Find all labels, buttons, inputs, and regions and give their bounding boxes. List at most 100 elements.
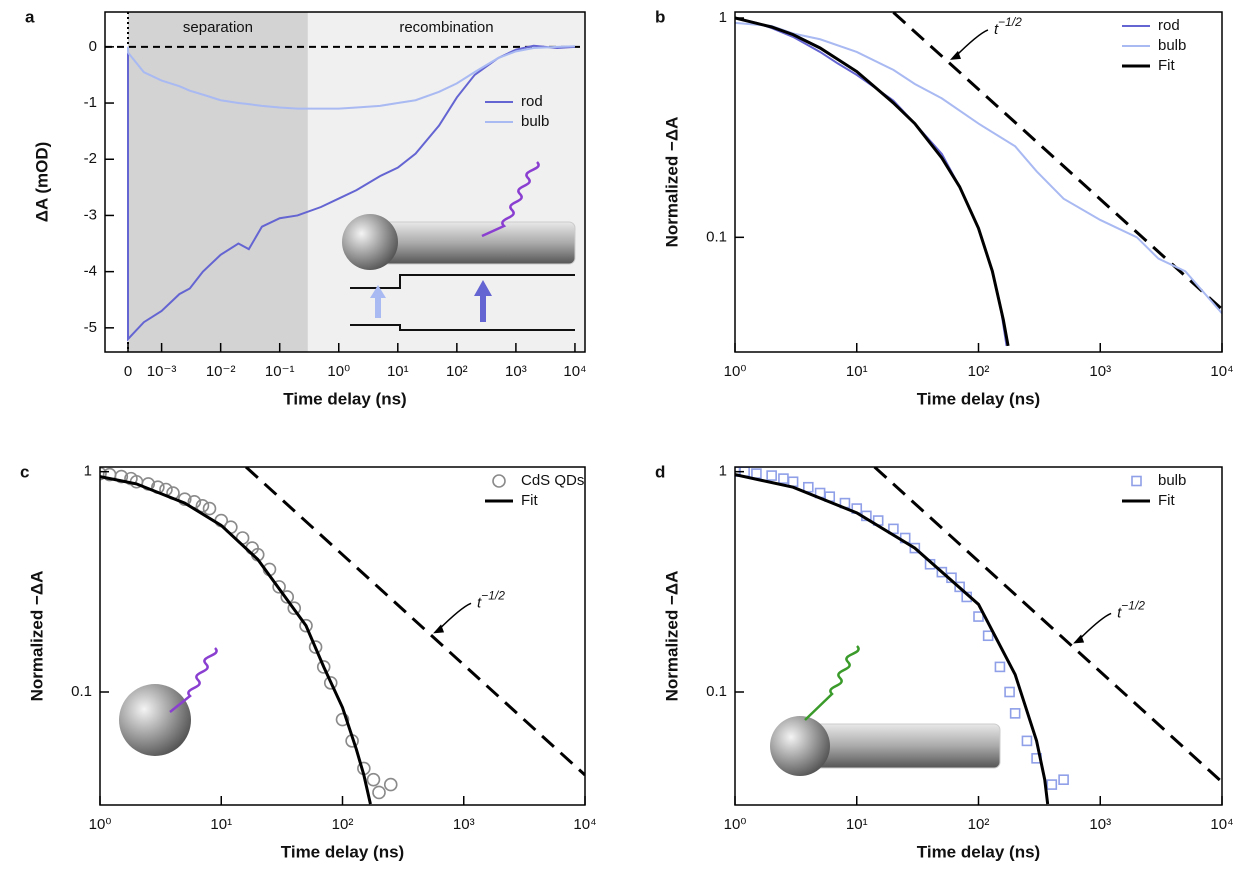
guide-label: t−1/2 xyxy=(477,588,505,611)
region-label: recombination xyxy=(399,19,493,36)
guide-label: t−1/2 xyxy=(1117,599,1145,622)
data-point xyxy=(280,590,295,604)
x-tick-label: 10⁰ xyxy=(89,816,112,833)
y-axis-label: Normalized −ΔA xyxy=(662,571,681,702)
rod-shape xyxy=(807,723,1001,769)
data-line xyxy=(127,45,575,110)
y-tick-label: -4 xyxy=(84,263,97,280)
panel xyxy=(735,467,1222,805)
arrow-head xyxy=(370,285,386,298)
x-tick-label: 10³ xyxy=(1089,363,1111,380)
y-tick-label: -5 xyxy=(84,319,97,336)
x-tick-label: 10² xyxy=(332,816,354,833)
data-point xyxy=(766,470,777,481)
data-line xyxy=(735,21,1222,315)
legend-label: bulb xyxy=(1158,37,1186,54)
x-tick-label: 0 xyxy=(124,363,132,380)
plot-frame xyxy=(99,466,586,806)
x-tick-label: 10⁴ xyxy=(1210,816,1233,833)
panel-letter: a xyxy=(25,7,35,26)
panel xyxy=(735,12,1222,347)
x-axis-label: Time delay (ns) xyxy=(283,389,406,408)
y-axis-label: Normalized −ΔA xyxy=(662,117,681,248)
legend-label: CdS QDs xyxy=(521,472,584,489)
x-tick-label: 10⁰ xyxy=(327,363,350,380)
x-tick-label: 10⁰ xyxy=(724,363,747,380)
plot-frame xyxy=(104,11,586,353)
data-point xyxy=(778,473,789,484)
data-line xyxy=(735,16,1010,347)
data-point xyxy=(1058,774,1069,785)
legend-marker xyxy=(1131,475,1142,487)
data-line xyxy=(735,17,1008,347)
data-point xyxy=(323,676,338,690)
data-point xyxy=(909,542,921,554)
data-point xyxy=(335,712,350,727)
guide-arrow xyxy=(1076,612,1112,642)
guide-arrow-head xyxy=(949,50,961,60)
x-tick-label: 10² xyxy=(968,816,990,833)
qd-shape xyxy=(119,684,191,756)
inset-c xyxy=(119,647,218,756)
data-point xyxy=(272,580,286,594)
data-point xyxy=(1004,686,1015,698)
inset-a xyxy=(342,161,576,331)
y-tick-label: 0.1 xyxy=(706,228,727,245)
guide-exponent: −1/2 xyxy=(998,15,1022,29)
data-point xyxy=(1046,779,1058,790)
y-tick-label: 1 xyxy=(719,9,727,26)
data-point xyxy=(1021,735,1033,747)
legend-marker xyxy=(492,474,506,488)
x-tick-label: 10¹ xyxy=(210,816,232,833)
bulb-shape xyxy=(342,214,398,270)
data-point xyxy=(308,640,323,654)
x-tick-label: 10¹ xyxy=(846,816,868,833)
panel-letter: c xyxy=(20,462,29,481)
x-tick-label: 10⁴ xyxy=(573,816,596,833)
x-tick-label: 10⁰ xyxy=(724,816,747,833)
data-point xyxy=(287,601,302,616)
data-point xyxy=(299,618,313,633)
y-tick-label: -1 xyxy=(84,94,97,111)
data-point xyxy=(982,630,994,642)
y-tick-label: 0.1 xyxy=(706,683,727,700)
data-point xyxy=(803,481,814,493)
data-point xyxy=(366,772,381,787)
panel-letter: d xyxy=(655,462,665,481)
data-point xyxy=(936,566,948,578)
guide-arrow-head xyxy=(1073,634,1085,644)
x-tick-label: 10⁻¹ xyxy=(265,363,295,380)
guide-base: t xyxy=(477,594,482,611)
x-tick-label: 10⁴ xyxy=(563,363,586,380)
legend-label: bulb xyxy=(1158,472,1186,489)
data-line xyxy=(735,473,1050,805)
guide-arrow xyxy=(436,602,472,632)
x-axis-label: Time delay (ns) xyxy=(917,842,1040,861)
x-tick-label: 10² xyxy=(446,363,468,380)
guide-arrow-head xyxy=(433,624,445,634)
data-point xyxy=(751,468,762,479)
region xyxy=(307,12,585,352)
guide-arrow xyxy=(953,29,989,59)
y-tick-label: 1 xyxy=(719,463,727,480)
guide-label: t−1/2 xyxy=(994,15,1022,38)
guide-base: t xyxy=(994,21,999,38)
x-tick-label: 10³ xyxy=(1089,816,1111,833)
panel-letter: b xyxy=(655,7,665,26)
panel xyxy=(100,467,585,805)
data-point xyxy=(114,469,129,484)
y-tick-label: -3 xyxy=(84,206,97,223)
legend-label: rod xyxy=(1158,17,1180,34)
x-tick-label: 10³ xyxy=(505,363,527,380)
x-axis-label: Time delay (ns) xyxy=(281,842,404,861)
photon xyxy=(804,645,860,721)
legend-label: Fit xyxy=(1158,492,1175,509)
guide-exponent: −1/2 xyxy=(1121,599,1145,613)
data-point xyxy=(100,467,107,481)
y-axis-label: ΔA (mOD) xyxy=(32,142,51,223)
data-point xyxy=(954,581,965,593)
data-line xyxy=(100,475,372,805)
legend-label: bulb xyxy=(521,113,549,130)
photon xyxy=(169,647,218,713)
arrow-head xyxy=(474,280,492,296)
